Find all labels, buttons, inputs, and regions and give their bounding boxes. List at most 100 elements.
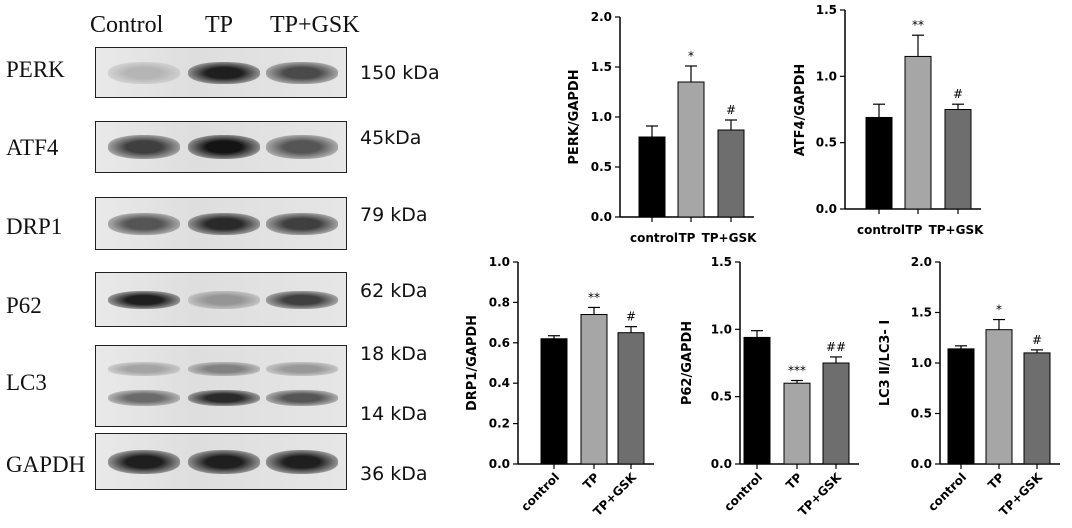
chart-5-bar-3	[1023, 352, 1051, 465]
chart-4-y-tick-label: 1.5	[711, 255, 732, 269]
chart-5-significance-label-2: *	[996, 303, 1002, 317]
kda-label-lc3-upper: 18 kDa	[360, 343, 428, 365]
blot-strip-lc3	[95, 345, 347, 427]
chart-3-y-tick-label: 1.0	[489, 255, 510, 269]
chart-4-bar-2	[783, 382, 811, 465]
chart-1-y-tick-label: 0.5	[591, 160, 612, 174]
chart-4-significance-label-3: ##	[826, 340, 846, 354]
chart-1-significance-label-2: *	[688, 49, 694, 63]
chart-2-y-tick-label: 0.0	[816, 202, 837, 216]
chart-1-y-axis-label: PERK/GAPDH	[567, 69, 582, 164]
chart-3-y-tick-label: 0.2	[489, 417, 510, 431]
chart-4-bar-1	[743, 336, 771, 465]
protein-label-p62: P62	[6, 293, 42, 318]
blot-band-p62-lane-1	[108, 290, 180, 309]
chart-5-y-tick-label: 2.0	[911, 255, 932, 269]
blot-band-gapdh-lane-3	[266, 449, 338, 474]
chart-1-y-tick-label: 2.0	[591, 10, 612, 24]
chart-2-y-tick-label: 1.0	[816, 69, 837, 83]
blot-band-lc3-lane-3-band-1	[266, 362, 338, 376]
chart-3-y-axis-label: DRP1/GAPDH	[465, 315, 480, 411]
blot-strip-p62	[95, 272, 347, 327]
blot-strip-atf4	[95, 121, 347, 173]
blot-band-perk-lane-1	[108, 61, 180, 84]
chart-3-bar-1	[540, 338, 568, 465]
western-blot-panel: Control TP TP+GSK PERK ATF4 DRP1 P62 LC3…	[0, 0, 460, 528]
kda-label-gapdh: 36 kDa	[360, 463, 428, 485]
chart-5-y-tick-label: 1.0	[911, 356, 932, 370]
chart-1-significance-label-3: #	[726, 103, 736, 117]
blot-band-atf4-lane-1	[108, 135, 180, 159]
blot-band-lc3-lane-2-band-2	[188, 390, 260, 406]
chart-1-bar-1	[638, 136, 666, 218]
blot-band-lc3-lane-3-band-2	[266, 390, 338, 406]
blot-band-atf4-lane-2	[188, 135, 260, 159]
chart-4-y-tick-label: 1.0	[711, 322, 732, 336]
chart-3-bar-3	[617, 332, 645, 465]
protein-label-drp1: DRP1	[6, 214, 63, 239]
chart-1-x-tick-label: TP	[679, 231, 696, 245]
chart-1-bar-3	[717, 129, 745, 218]
chart-5-y-tick-label: 0.0	[911, 457, 932, 471]
chart-5-bar-2	[985, 329, 1013, 465]
chart-3-y-tick-label: 0.4	[489, 376, 510, 390]
chart-4-x-tick-label: TP	[783, 470, 805, 492]
blot-strip-perk	[95, 47, 347, 98]
chart-1-y-tick-label: 0.0	[591, 210, 612, 224]
chart-3-x-tick-label: TP	[580, 470, 602, 492]
chart-4-x-tick-label: control	[721, 470, 765, 514]
blot-band-lc3-lane-2-band-1	[188, 362, 260, 376]
chart-5-x-tick-label: control	[925, 470, 969, 514]
chart-4-y-tick-label: 0.5	[711, 390, 732, 404]
blot-band-perk-lane-2	[188, 61, 260, 84]
chart-4-x-tick-label: TP+GSK	[795, 470, 844, 519]
chart-5-significance-label-3: #	[1032, 333, 1042, 347]
chart-5-y-tick-label: 0.5	[911, 407, 932, 421]
chart-3-x-tick-label: control	[518, 470, 562, 514]
chart-4-y-axis-label: P62/GAPDH	[680, 321, 695, 405]
kda-label-atf4: 45kDa	[360, 127, 422, 149]
kda-label-lc3-lower: 14 kDa	[360, 403, 428, 425]
protein-label-lc3: LC3	[6, 370, 47, 395]
chart-1-x-tick-label: TP+GSK	[702, 231, 758, 245]
chart-4-bar-3	[822, 362, 850, 465]
chart-3-bar-2	[580, 314, 608, 465]
blot-band-drp1-lane-3	[266, 212, 338, 235]
blot-band-lc3-lane-1-band-1	[108, 362, 180, 376]
chart-3-y-tick-label: 0.8	[489, 295, 510, 309]
blot-band-atf4-lane-3	[266, 135, 338, 159]
chart-2-significance-label-3: #	[953, 87, 963, 101]
blot-band-gapdh-lane-1	[108, 449, 180, 474]
blot-strip-drp1	[95, 197, 347, 250]
blot-band-drp1-lane-1	[108, 212, 180, 235]
protein-label-atf4: ATF4	[6, 135, 59, 160]
chart-3-significance-label-3: #	[626, 310, 636, 324]
chart-4-significance-label-2: ***	[788, 364, 806, 378]
chart-5-y-tick-label: 1.5	[911, 306, 932, 320]
chart-1-y-tick-label: 1.5	[591, 60, 612, 74]
kda-label-perk: 150 kDa	[360, 62, 440, 84]
chart-1-x-tick-label: control	[630, 231, 678, 245]
chart-2-x-tick-label: TP	[906, 223, 923, 237]
chart-2-y-tick-label: 0.5	[816, 136, 837, 150]
chart-2-x-tick-label: control	[857, 223, 905, 237]
blot-band-drp1-lane-2	[188, 212, 260, 235]
kda-label-p62: 62 kDa	[360, 280, 428, 302]
chart-1-y-tick-label: 1.0	[591, 110, 612, 124]
chart-2-y-axis-label: ATF4/GAPDH	[793, 64, 808, 157]
lane-header-tp: TP	[205, 12, 234, 38]
chart-5-bar-1	[947, 348, 975, 465]
chart-2-bar-1	[865, 116, 893, 210]
chart-2-significance-label-2: **	[912, 18, 924, 32]
protein-label-perk: PERK	[6, 57, 65, 82]
chart-3-significance-label-2: **	[588, 290, 600, 304]
chart-2-bar-3	[944, 109, 972, 210]
chart-4-y-tick-label: 0.0	[711, 457, 732, 471]
chart-3-y-tick-label: 0.0	[489, 457, 510, 471]
chart-1-bar-2	[677, 81, 705, 218]
blot-band-perk-lane-3	[266, 61, 338, 84]
blot-band-p62-lane-3	[266, 290, 338, 309]
blot-band-lc3-lane-1-band-2	[108, 390, 180, 406]
blot-band-p62-lane-2	[188, 290, 260, 309]
